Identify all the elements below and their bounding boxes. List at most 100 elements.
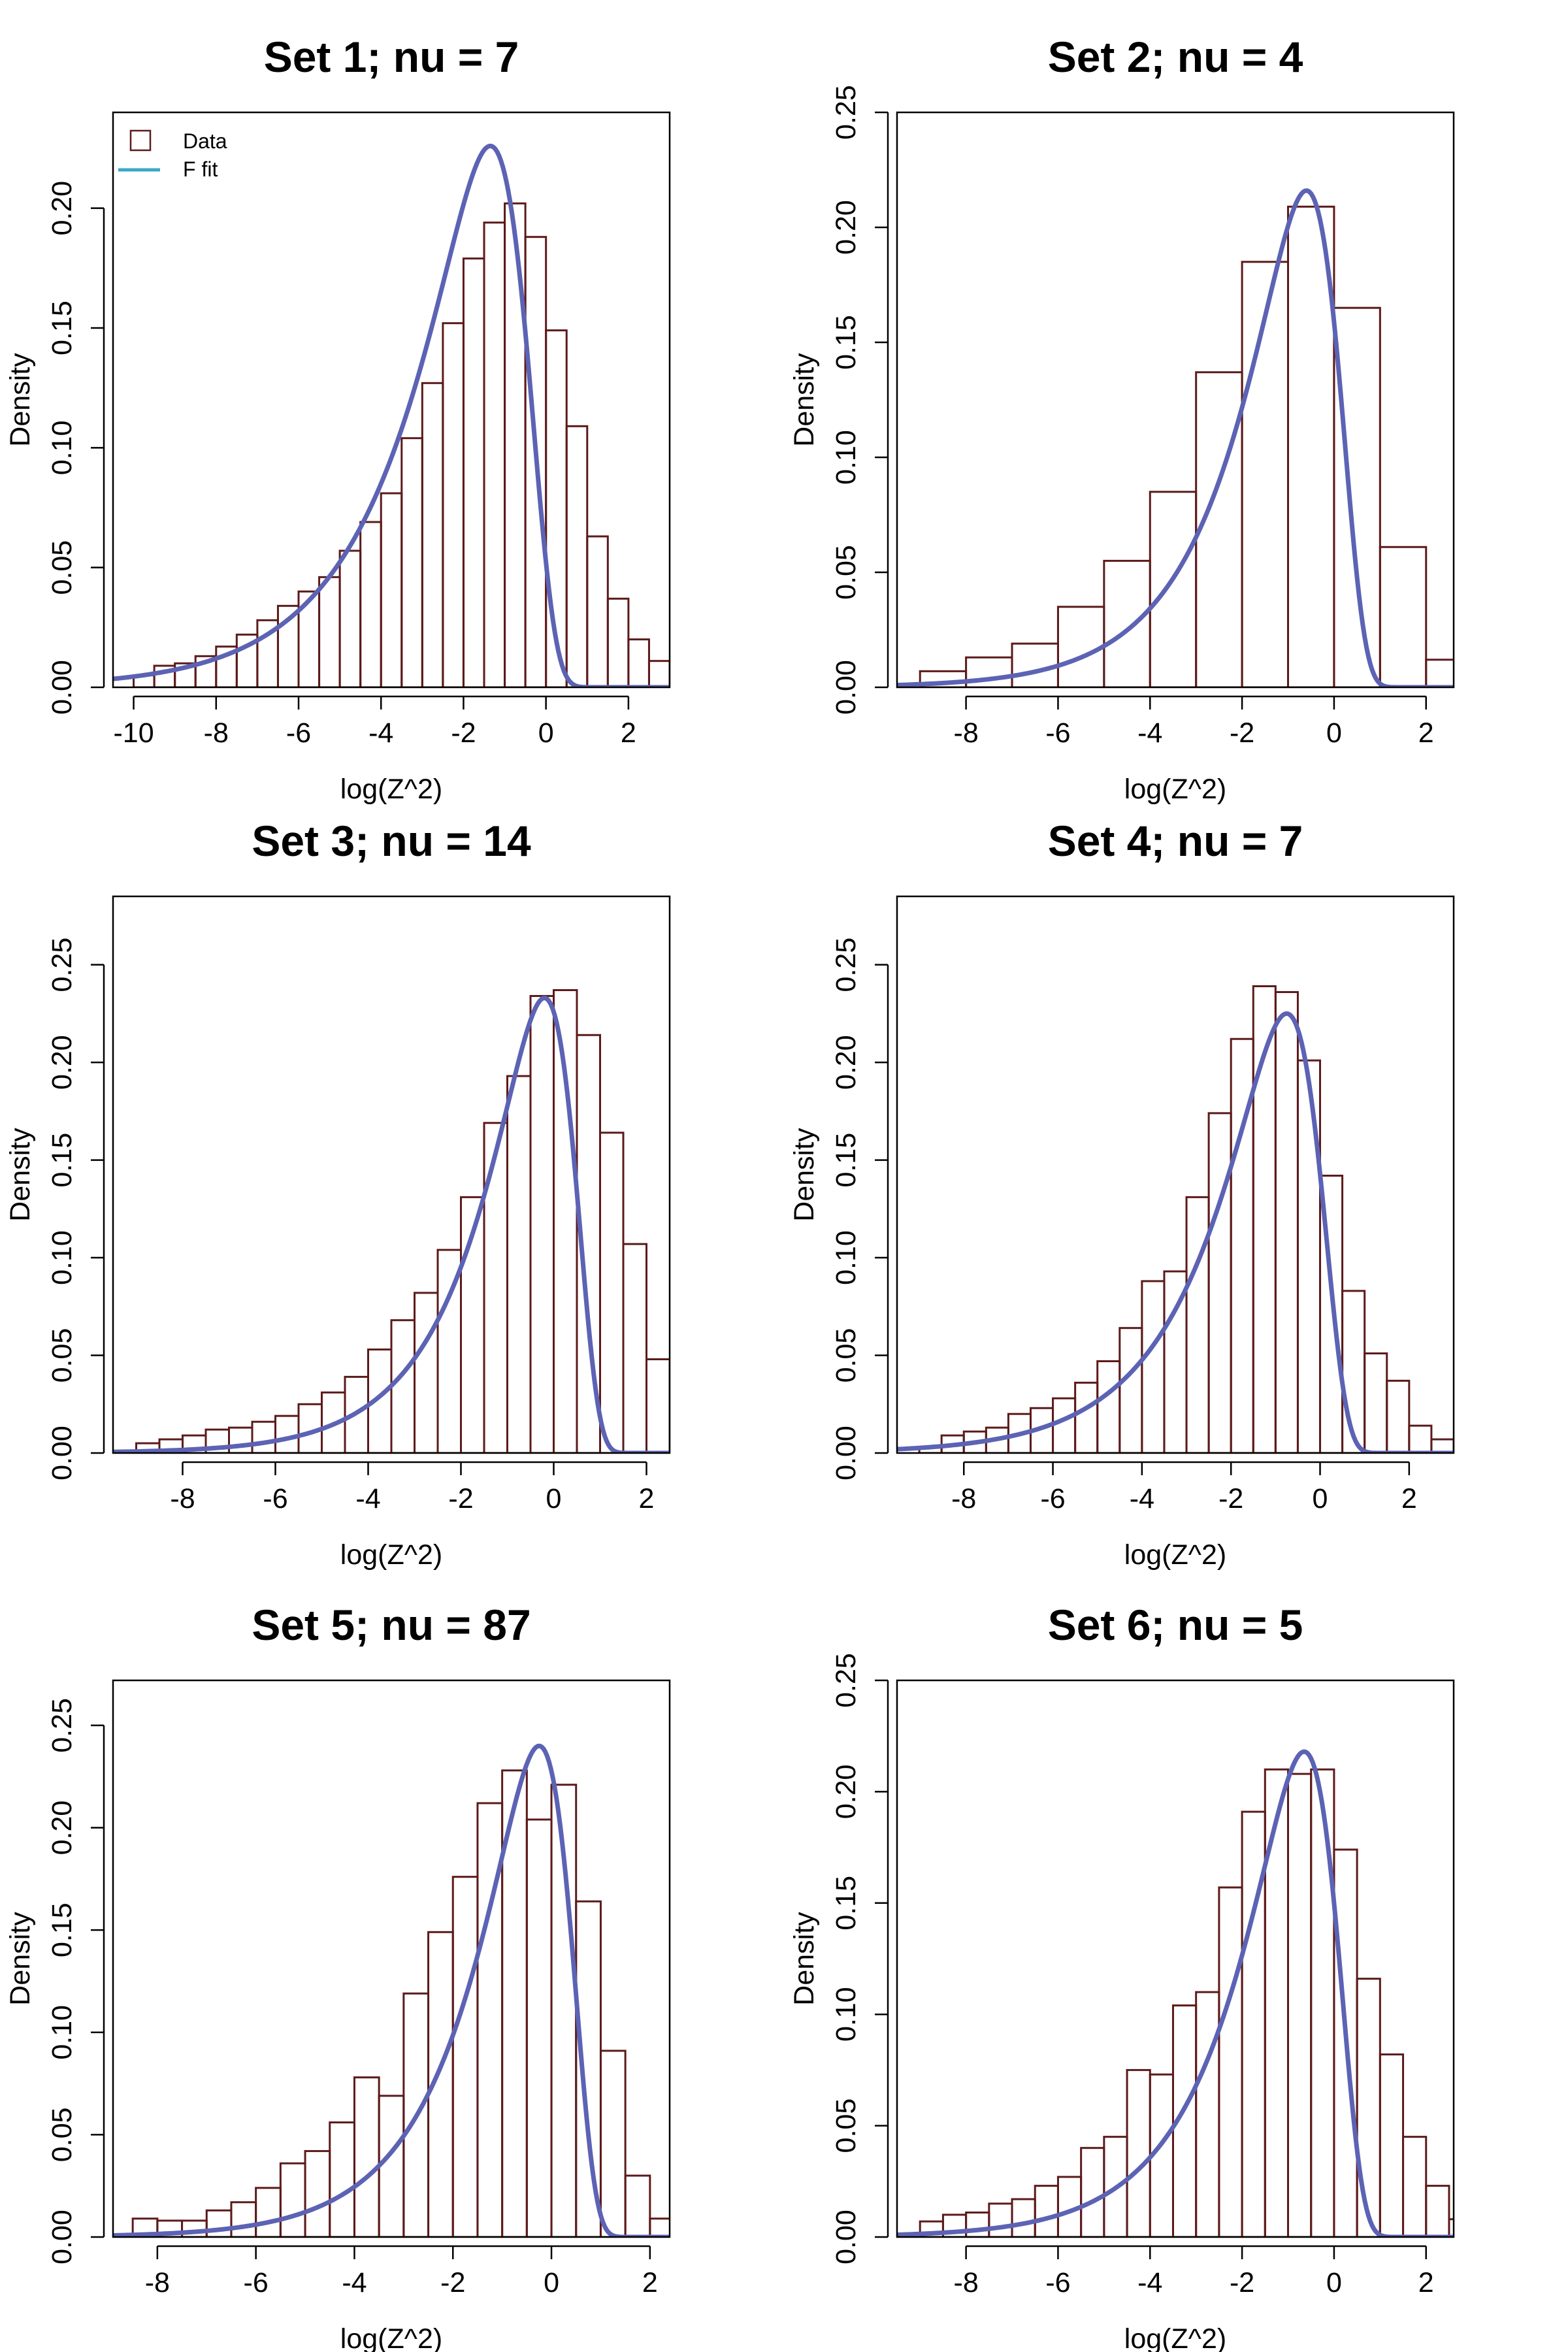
y-tick-label: 0.15 [830,1876,862,1931]
histogram-bar [647,660,670,687]
fit-curve [113,143,670,687]
x-tick-label: -6 [244,2267,269,2298]
chart-title: Set 2; nu = 4 [1048,33,1303,81]
plot-frame [112,1679,671,2238]
y-tick-label: 0.00 [46,2210,78,2264]
x-tick-label: 0 [546,1483,562,1514]
x-tick-label: 2 [1401,1483,1417,1514]
x-tick-label: -8 [145,2267,170,2298]
y-tick-label: 0.10 [830,1987,862,2042]
y-axis: 0.00 0.05 0.10 0.15 0.20 0.25 [46,1698,105,2264]
x-tick-label: -2 [1218,1483,1243,1514]
chart-title: Set 4; nu = 7 [1048,817,1303,865]
chart-panel-5: Set 5; nu = 87 -8 -6 -4 -2 0 2 log(Z^2) 0.00 0.05… [5,1601,671,2352]
plot-frame [896,111,1455,689]
x-tick-label: -2 [451,717,476,749]
x-axis: -8 -6 -4 -2 0 2 [954,2245,1434,2298]
x-axis-label: log(Z^2) [1124,774,1226,805]
fit-curve [897,1011,1454,1453]
y-axis-label: Density [789,353,820,447]
x-axis: -10 -8 -6 -4 -2 0 2 [113,695,636,749]
y-tick-label: 0.05 [46,1328,78,1383]
y-tick-label: 0.05 [830,545,862,600]
y-tick-label: 0.20 [830,200,862,255]
x-tick-label: -4 [1137,717,1162,749]
chart-panel-1: Set 1; nu = 7-10 -8 -6 -4 -2 0 2log(Z^2)0.000.… [5,33,671,805]
y-tick-label: 0.20 [830,1765,862,1820]
x-tick-label: -4 [355,1483,380,1514]
y-axis: 0.00 0.05 0.10 0.15 0.20 0.25 [830,85,889,715]
x-tick-label: -10 [113,717,154,749]
y-axis-label: Density [5,1912,36,2006]
x-tick-label: 0 [538,717,554,749]
y-tick-label: 0.25 [830,938,862,992]
y-tick-label: 0.25 [46,1698,78,1753]
y-axis: 0.00 0.05 0.10 0.15 0.20 0.25 [830,938,889,1480]
y-tick-label: 0.25 [830,85,862,140]
x-tick-label: 2 [621,717,636,749]
chart-panel-2: Set 2; nu = 4-8 -6 -4 -2 0 2log(Z^2)0.000.050… [789,33,1455,805]
y-tick-label: 0.05 [830,2099,862,2153]
y-tick-label: 0.05 [46,540,78,595]
x-tick-label: -6 [1040,1483,1065,1514]
fit-curve [113,996,670,1453]
histogram-bars [135,988,670,1453]
x-tick-label: -8 [954,2267,979,2298]
histogram-bar [645,1358,670,1453]
y-tick-label: 0.15 [46,301,78,355]
histogram-bar [1379,546,1428,687]
chart-title: Set 5; nu = 87 [252,1601,531,1649]
y-tick-label: 0.15 [830,315,862,370]
fit-curve [113,1743,670,2237]
y-axis-label: Density [789,1128,820,1222]
x-axis-label: log(Z^2) [1124,1539,1226,1571]
x-tick-label: -8 [951,1483,976,1514]
y-tick-label: 0.00 [46,660,78,715]
x-axis-label: log(Z^2) [1124,2323,1226,2352]
y-tick-label: 0.20 [46,1035,78,1090]
y-axis: 0.00 0.05 0.10 0.15 0.20 0.25 [830,1653,889,2264]
y-tick-label: 0.25 [46,938,78,992]
y-axis: 0.00 0.05 0.10 0.15 0.20 0.25 [46,938,105,1480]
histogram-bar [649,2217,670,2237]
chart-title: Set 1; nu = 7 [264,33,519,81]
x-tick-label: -8 [954,717,979,749]
y-tick-label: 0.10 [830,430,862,485]
histogram-bar [1448,2218,1454,2237]
y-axis-label: Density [5,353,36,447]
y-tick-label: 0.20 [46,1801,78,1855]
x-axis-label: log(Z^2) [340,1539,442,1571]
x-axis-label: log(Z^2) [340,2323,442,2352]
y-tick-label: 0.25 [830,1653,862,1708]
y-axis-label: Density [5,1128,36,1222]
x-tick-label: -4 [1130,1483,1154,1514]
y-axis-label: Density [789,1912,820,2006]
plot-frame [112,895,671,1454]
x-tick-label: -4 [342,2267,367,2298]
chart-panel-6: Set 6; nu = 5-8 -6 -4 -2 0 2log(Z^2)0.000.050… [789,1601,1455,2352]
histogram-bar [1333,306,1381,687]
y-tick-label: 0.10 [46,2005,78,2060]
x-tick-label: -6 [1045,2267,1070,2298]
chart-title: Set 3; nu = 14 [252,817,531,865]
x-tick-label: 2 [1418,2267,1434,2298]
x-tick-label: -2 [440,2267,465,2298]
y-tick-label: 0.00 [46,1426,78,1480]
y-tick-label: 0.10 [46,420,78,475]
x-tick-label: -2 [1230,2267,1254,2298]
plot-frame [896,1679,1455,2238]
legend: Data F fit [118,129,227,181]
x-tick-label: 2 [1418,717,1434,749]
x-tick-label: -2 [448,1483,473,1514]
y-tick-label: 0.00 [830,1426,862,1480]
chart-panel-4: Set 4; nu = 7 -8 -6 -4 -2 0 2 log(Z^2) 0.000.050… [789,817,1455,1571]
x-tick-label: -4 [368,717,393,749]
x-tick-label: 0 [1326,2267,1342,2298]
x-tick-label: 0 [1313,1483,1328,1514]
histogram-bar [1425,659,1454,687]
y-tick-label: 0.15 [46,1903,78,1957]
x-axis: -8 -6 -4 -2 0 2 [145,2245,658,2298]
x-tick-label: 2 [642,2267,658,2298]
x-axis: -8 -6 -4 -2 0 2 [951,1461,1417,1514]
